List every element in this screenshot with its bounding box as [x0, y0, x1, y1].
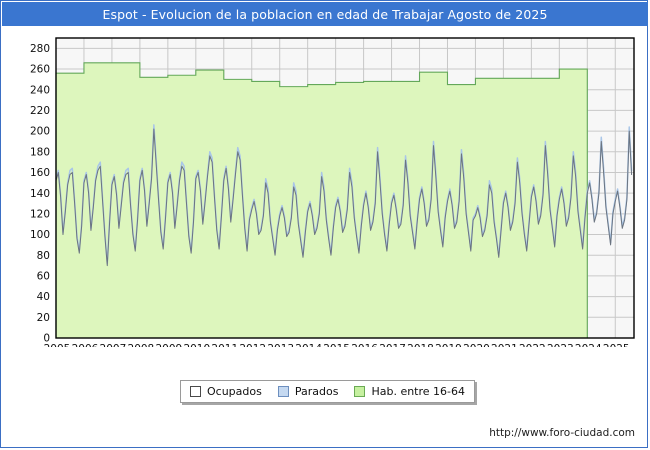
svg-text:2013: 2013 — [267, 343, 294, 347]
svg-text:20: 20 — [37, 312, 50, 324]
footer-url: http://www.foro-ciudad.com — [489, 427, 635, 439]
svg-text:2009: 2009 — [155, 343, 182, 347]
svg-text:180: 180 — [30, 146, 50, 158]
svg-text:80: 80 — [37, 250, 50, 262]
svg-text:2010: 2010 — [183, 343, 210, 347]
svg-text:260: 260 — [30, 64, 50, 76]
legend-label-ocupados: Ocupados — [207, 385, 262, 398]
svg-text:2008: 2008 — [128, 343, 155, 347]
svg-text:2018: 2018 — [407, 343, 434, 347]
svg-text:160: 160 — [30, 167, 50, 179]
svg-text:2006: 2006 — [72, 343, 99, 347]
legend-swatch-parados — [277, 386, 289, 397]
svg-text:2017: 2017 — [379, 343, 406, 347]
svg-text:0: 0 — [43, 333, 50, 345]
svg-text:280: 280 — [30, 43, 50, 55]
svg-text:200: 200 — [30, 126, 50, 138]
legend-swatch-hab — [354, 386, 366, 397]
legend-item-parados: Parados — [277, 385, 339, 398]
legend-item-hab: Hab. entre 16-64 — [354, 385, 465, 398]
svg-text:140: 140 — [30, 188, 50, 200]
svg-text:2011: 2011 — [211, 343, 238, 347]
svg-text:2005: 2005 — [44, 343, 71, 347]
svg-text:2021: 2021 — [491, 343, 518, 347]
svg-text:220: 220 — [30, 105, 50, 117]
svg-text:2025: 2025 — [603, 343, 630, 347]
page-title: Espot - Evolucion de la poblacion en eda… — [2, 2, 648, 26]
svg-text:100: 100 — [30, 229, 50, 241]
svg-text:240: 240 — [30, 84, 50, 96]
legend-item-ocupados: Ocupados — [190, 385, 262, 398]
legend-label-parados: Parados — [294, 385, 339, 398]
legend-label-hab: Hab. entre 16-64 — [371, 385, 466, 398]
svg-text:2019: 2019 — [435, 343, 462, 347]
svg-text:2020: 2020 — [463, 343, 490, 347]
svg-text:120: 120 — [30, 208, 50, 220]
svg-text:2012: 2012 — [239, 343, 266, 347]
svg-text:2016: 2016 — [351, 343, 378, 347]
svg-text:60: 60 — [37, 271, 50, 283]
legend-swatch-ocupados — [190, 386, 201, 397]
svg-text:2022: 2022 — [519, 343, 546, 347]
svg-text:40: 40 — [37, 291, 50, 303]
chart-legend: Ocupados Parados Hab. entre 16-64 — [180, 380, 476, 403]
plot-area: FORO-CIUDAD.COM 020406080100120140160180… — [1, 27, 649, 347]
svg-text:2023: 2023 — [547, 343, 574, 347]
chart-svg: 0 20 40 60 80 100 120 140 160 180 200 220 240 260 280 2… — [30, 37, 635, 347]
svg-text:2015: 2015 — [323, 343, 350, 347]
svg-text:2007: 2007 — [100, 343, 127, 347]
